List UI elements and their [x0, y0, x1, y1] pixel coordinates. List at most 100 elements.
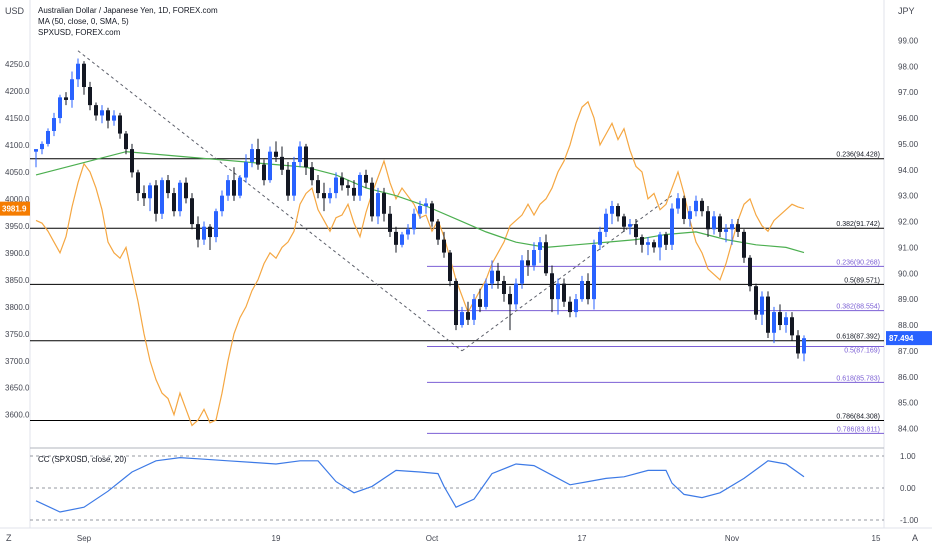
candle-body[interactable] [388, 213, 392, 232]
candle-body[interactable] [766, 296, 770, 333]
candle-body[interactable] [616, 206, 620, 217]
candle[interactable] [550, 265, 554, 313]
candle-body[interactable] [478, 299, 482, 307]
candle[interactable] [382, 187, 386, 222]
legend-symbol[interactable]: Australian Dollar / Japanese Yen, 1D, FO… [38, 6, 218, 15]
candle-body[interactable] [586, 281, 590, 300]
candle-body[interactable] [190, 198, 194, 225]
candle-body[interactable] [748, 257, 752, 287]
candle-body[interactable] [106, 110, 110, 121]
candle[interactable] [448, 249, 452, 287]
candle[interactable] [592, 239, 596, 310]
candle-body[interactable] [208, 226, 212, 238]
candle-body[interactable] [292, 162, 296, 196]
candle[interactable] [286, 162, 290, 201]
candle[interactable] [70, 71, 74, 108]
candle[interactable] [436, 218, 440, 245]
candle-body[interactable] [472, 299, 476, 320]
candle[interactable] [580, 275, 584, 302]
candle-body[interactable] [178, 182, 182, 212]
candle-body[interactable] [466, 312, 470, 320]
candle[interactable] [250, 143, 254, 168]
candle[interactable] [772, 306, 776, 344]
candle[interactable] [166, 174, 170, 199]
candle-body[interactable] [286, 169, 290, 196]
candle[interactable] [466, 301, 470, 326]
candle[interactable] [562, 278, 566, 307]
candle[interactable] [136, 169, 140, 201]
candle-body[interactable] [358, 174, 362, 196]
candle[interactable] [262, 159, 266, 186]
candle-body[interactable] [142, 193, 146, 199]
candle-body[interactable] [214, 211, 218, 238]
candle[interactable] [478, 288, 482, 313]
candle-body[interactable] [370, 182, 374, 217]
candle-body[interactable] [196, 224, 200, 240]
candle[interactable] [604, 208, 608, 238]
candle[interactable] [100, 105, 104, 124]
candle-body[interactable] [784, 317, 788, 326]
candle[interactable] [346, 180, 350, 196]
candle[interactable] [112, 110, 116, 126]
candle-body[interactable] [778, 312, 782, 326]
candle[interactable] [742, 229, 746, 263]
candle-body[interactable] [88, 87, 92, 106]
candle[interactable] [106, 107, 110, 129]
candles[interactable] [34, 58, 806, 362]
candle[interactable] [274, 141, 278, 163]
candle[interactable] [538, 237, 542, 263]
candle-body[interactable] [274, 151, 278, 157]
candle[interactable] [574, 293, 578, 318]
candle-body[interactable] [364, 174, 368, 183]
candle[interactable] [454, 278, 458, 331]
candle[interactable] [88, 81, 92, 111]
candle[interactable] [376, 187, 380, 225]
candle-body[interactable] [502, 281, 506, 294]
candle-body[interactable] [562, 283, 566, 302]
candle[interactable] [178, 180, 182, 217]
candle[interactable] [394, 226, 398, 253]
candle[interactable] [256, 138, 260, 170]
candle[interactable] [196, 216, 200, 248]
candle-body[interactable] [658, 234, 662, 248]
candle[interactable] [358, 172, 362, 201]
candle-body[interactable] [700, 200, 704, 212]
candle-body[interactable] [442, 239, 446, 253]
candle[interactable] [190, 193, 194, 230]
candle[interactable] [370, 177, 374, 222]
candle[interactable] [556, 278, 560, 315]
candle[interactable] [184, 177, 188, 204]
candle-body[interactable] [496, 270, 500, 282]
auto-scale-button[interactable]: A [912, 533, 918, 543]
candle[interactable] [688, 206, 692, 227]
timezone-label[interactable]: Z [6, 533, 12, 543]
candle[interactable] [94, 102, 98, 121]
candle-body[interactable] [490, 270, 494, 284]
candle-body[interactable] [568, 301, 572, 313]
candle[interactable] [736, 218, 740, 238]
candle-body[interactable] [298, 146, 302, 163]
candle-body[interactable] [718, 216, 722, 232]
candle-body[interactable] [244, 162, 248, 178]
legend-spx[interactable]: SPXUSD, FOREX.com [38, 28, 121, 37]
candle[interactable] [790, 312, 794, 341]
candle-body[interactable] [736, 224, 740, 232]
candle[interactable] [334, 172, 338, 199]
candle-body[interactable] [646, 242, 650, 245]
candle-body[interactable] [70, 79, 74, 100]
candle[interactable] [568, 296, 572, 318]
candle[interactable] [700, 198, 704, 217]
candle-body[interactable] [484, 283, 488, 307]
candle-body[interactable] [604, 213, 608, 232]
candle[interactable] [220, 190, 224, 217]
candle[interactable] [502, 275, 506, 302]
candle[interactable] [658, 231, 662, 261]
candle-body[interactable] [76, 63, 80, 80]
candle-body[interactable] [712, 216, 716, 230]
candle[interactable] [316, 174, 320, 199]
candle-body[interactable] [58, 97, 62, 119]
candle[interactable] [544, 234, 548, 276]
candle-body[interactable] [394, 231, 398, 245]
candle-body[interactable] [592, 244, 596, 300]
